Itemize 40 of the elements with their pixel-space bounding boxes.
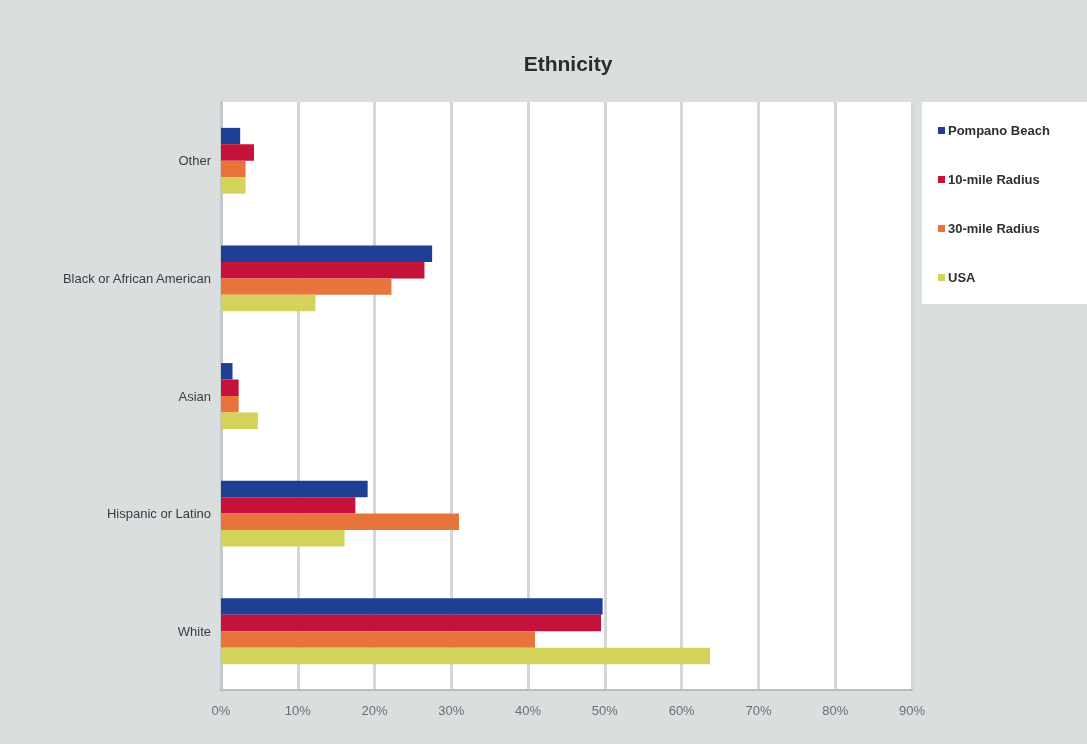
x-tick-label: 10%	[284, 703, 312, 718]
y-tick-label: Hispanic or Latino	[106, 506, 211, 522]
bar	[221, 614, 602, 632]
bar	[221, 261, 425, 279]
x-tick-label: 70%	[745, 703, 772, 718]
y-tick-label: Asian	[178, 388, 211, 404]
bar	[221, 177, 246, 194]
legend-label: 10-mile Radius	[948, 172, 1040, 187]
x-tick-label: 50%	[591, 703, 619, 718]
bar	[221, 363, 233, 380]
x-tick-label: 90%	[898, 703, 926, 718]
bar	[221, 412, 258, 429]
bar	[221, 144, 255, 161]
bar	[221, 379, 239, 396]
x-tick-label: 20%	[361, 703, 388, 718]
bar	[221, 480, 368, 498]
bar	[221, 278, 392, 295]
x-tick-label: 0%	[211, 703, 231, 718]
x-tick-label: 30%	[438, 703, 465, 718]
chart-title: Ethnicity	[523, 52, 613, 75]
x-tick-label: 60%	[668, 703, 696, 718]
bar	[221, 513, 460, 531]
x-tick-label: 40%	[515, 703, 542, 718]
legend-label: USA	[948, 270, 977, 285]
bar	[221, 598, 603, 615]
y-tick-label: White	[177, 623, 211, 639]
bar	[221, 294, 316, 312]
bar	[221, 245, 433, 262]
bar	[221, 631, 536, 648]
legend-label: Pompano Beach	[948, 123, 1050, 138]
x-tick-label: 80%	[822, 703, 849, 718]
bar	[221, 396, 239, 413]
legend-label: 30-mile Radius	[948, 221, 1040, 236]
y-tick-label: Black or African American	[62, 270, 211, 286]
bar	[221, 160, 246, 178]
bar	[221, 497, 356, 514]
bar	[221, 530, 345, 547]
bar	[221, 127, 241, 145]
bar	[221, 647, 711, 665]
y-tick-label: Other	[178, 153, 212, 169]
